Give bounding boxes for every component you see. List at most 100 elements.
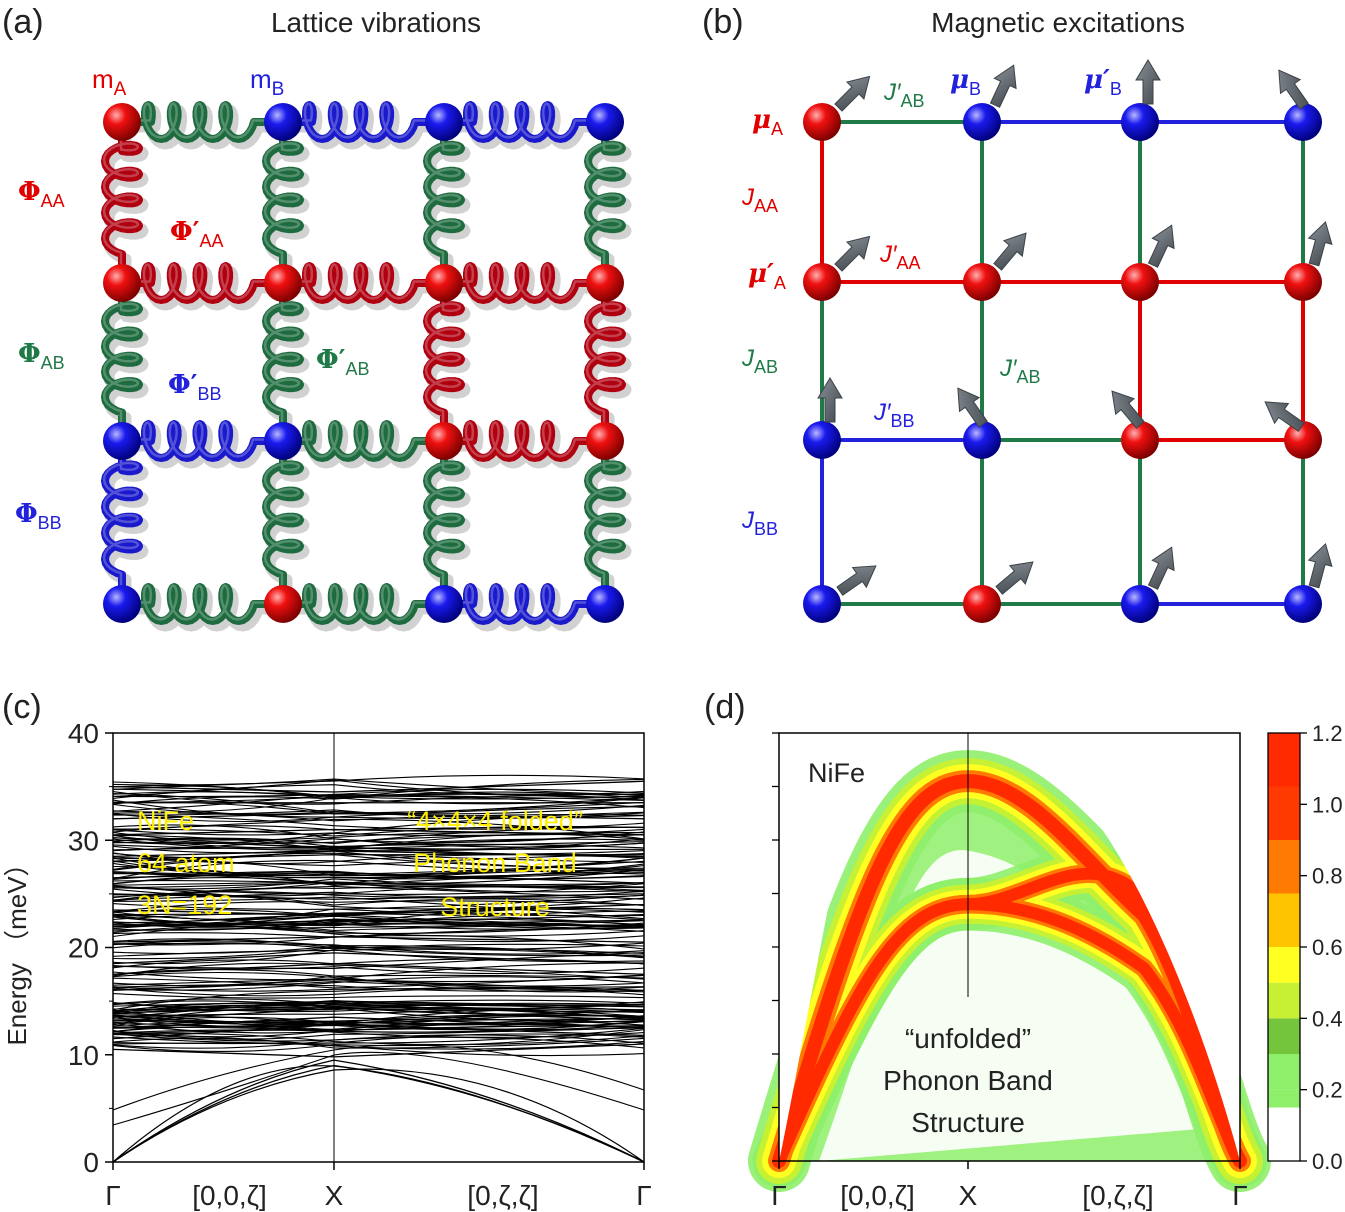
spin-arrow-1-1 xyxy=(993,232,1027,271)
spin-arrow-2-0 xyxy=(817,377,843,423)
spin-arrow-3-2 xyxy=(1147,546,1175,590)
folded-band-42 xyxy=(112,801,645,815)
colorbar-segment-1 xyxy=(1268,1089,1300,1108)
svg-text:μB: μB xyxy=(950,65,981,99)
folded-band-130 xyxy=(112,865,645,887)
label-j-bb: JBB xyxy=(741,507,778,539)
svg-text:mA: mA xyxy=(92,64,127,100)
heatmap-mask xyxy=(779,733,1240,1161)
folded-band-113 xyxy=(112,852,645,870)
folded-band-118 xyxy=(112,791,645,805)
panel-c-annotation-left: NiFe 64 atom 3N=192 xyxy=(137,806,235,920)
spin-arrow-2-1 xyxy=(957,387,988,428)
folded-band-123 xyxy=(112,1027,645,1045)
x-tick-label: [0,0,ζ] xyxy=(840,1180,915,1211)
acoustic-band-1 xyxy=(112,1068,645,1163)
label-mu-a: μA xyxy=(752,105,783,139)
spring-v-0-0 xyxy=(101,118,149,294)
folded-band-139 xyxy=(112,831,645,851)
colorbar-tick-label: 0.0 xyxy=(1312,1149,1343,1174)
label-mu-prime-a: μ′A xyxy=(748,259,786,293)
spin-arrow-1-3 xyxy=(1307,220,1333,267)
label-phi-prime-ab: Φ′AB xyxy=(316,345,370,379)
folded-band-21 xyxy=(112,975,645,993)
panel-d: (d) Γ [0,0,ζ] X [0,ζ,ζ] Γ NiFe “unfolded” Ph… xyxy=(704,688,1343,1211)
colorbar-segment-5 xyxy=(1268,947,1300,983)
label-j-prime-ab-top: J′AB xyxy=(883,79,925,111)
spin-arrow-1-2 xyxy=(1147,224,1175,268)
moment-a xyxy=(1284,263,1322,301)
panel-d-y-axis xyxy=(772,732,779,1162)
atom-a xyxy=(586,422,624,460)
atom-a xyxy=(586,264,624,302)
spin-arrow-3-0 xyxy=(836,565,877,596)
spin-arrow-3-3 xyxy=(1307,542,1333,589)
folded-band-168 xyxy=(112,1026,645,1038)
spin-arrow-2-2 xyxy=(1111,390,1145,429)
folded-band-120 xyxy=(112,965,645,975)
colorbar-tick-label: 0.6 xyxy=(1312,935,1343,960)
spring-v-0-3 xyxy=(584,118,632,294)
spring-h-1-2 xyxy=(440,262,615,311)
spring-h-3-0 xyxy=(118,583,293,632)
folded-band-154 xyxy=(112,778,645,800)
y-tick-label: 20 xyxy=(68,933,99,964)
spring-v-2-3 xyxy=(584,437,632,615)
moment-b xyxy=(803,585,841,623)
colorbar-segment-9 xyxy=(1268,733,1300,787)
folded-band-17 xyxy=(112,812,645,822)
panel-b: (b) Magnetic excitations μA μB μ′B μ′A J… xyxy=(702,3,1333,623)
moment-b xyxy=(1284,103,1322,141)
folded-band-145 xyxy=(112,1010,645,1027)
colorbar-segment-7 xyxy=(1268,840,1300,894)
panel-d-caption-line-2: Phonon Band xyxy=(883,1065,1053,1096)
colorbar-tick-label: 0.2 xyxy=(1312,1078,1343,1103)
svg-text:μA: μA xyxy=(752,105,783,139)
panel-a-site-label-ma: mA xyxy=(92,64,127,100)
panel-d-caption-line-3: Structure xyxy=(911,1107,1025,1138)
x-tick-label: Γ xyxy=(105,1180,120,1211)
spring-v-2-0 xyxy=(101,437,149,615)
folded-band-114 xyxy=(112,885,645,902)
folded-band-41 xyxy=(112,946,645,960)
panel-d-caption: “unfolded” Phonon Band Structure xyxy=(883,1023,1053,1138)
spring-h-1-1 xyxy=(279,262,454,311)
colorbar-segment-8 xyxy=(1268,786,1300,840)
label-phi-prime-aa: Φ′AA xyxy=(170,217,224,251)
folded-band-162 xyxy=(112,1037,645,1049)
folded-band-69 xyxy=(112,1032,645,1046)
y-tick-label: 0 xyxy=(83,1147,99,1178)
folded-band-157 xyxy=(112,834,645,852)
folded-band-107 xyxy=(112,883,645,897)
folded-band-119 xyxy=(112,908,645,926)
folded-band-44 xyxy=(112,968,645,979)
svg-text:ΦBB: ΦBB xyxy=(15,499,62,533)
colorbar-segment-0 xyxy=(1268,1107,1300,1161)
band-line-0 xyxy=(112,1064,645,1163)
atom-a xyxy=(103,264,141,302)
svg-text:JAB: JAB xyxy=(741,345,778,377)
panel-c-label: (c) xyxy=(2,688,42,726)
panel-c-annotation-right-line-1: “4×4×4 folded” xyxy=(407,806,583,836)
moment-a xyxy=(803,103,841,141)
atom-b xyxy=(425,103,463,141)
folded-band-163 xyxy=(112,1021,645,1031)
spin-arrow-3-1 xyxy=(995,561,1034,595)
band-line-7 xyxy=(112,962,645,975)
folded-band-100 xyxy=(112,913,645,930)
folded-band-38 xyxy=(112,951,645,970)
spring-v-1-2 xyxy=(423,279,471,452)
spring-v-1-3 xyxy=(584,279,632,452)
svg-text:Φ′BB: Φ′BB xyxy=(168,370,222,404)
spring-h-0-0 xyxy=(118,101,293,150)
y-tick-label: 30 xyxy=(68,825,99,856)
folded-band-90 xyxy=(112,949,645,965)
folded-band-98 xyxy=(112,828,645,845)
panel-d-colorbar: 1.2 1.0 0.8 0.6 0.4 0.2 0.0 xyxy=(1267,721,1343,1174)
svg-text:Φ′AB: Φ′AB xyxy=(316,345,370,379)
panel-b-title: Magnetic excitations xyxy=(931,7,1185,38)
panel-c-band-lines xyxy=(112,774,645,1163)
colorbar-tick-label: 0.8 xyxy=(1312,864,1343,889)
atom-b xyxy=(586,103,624,141)
band-line-8 xyxy=(112,952,645,965)
